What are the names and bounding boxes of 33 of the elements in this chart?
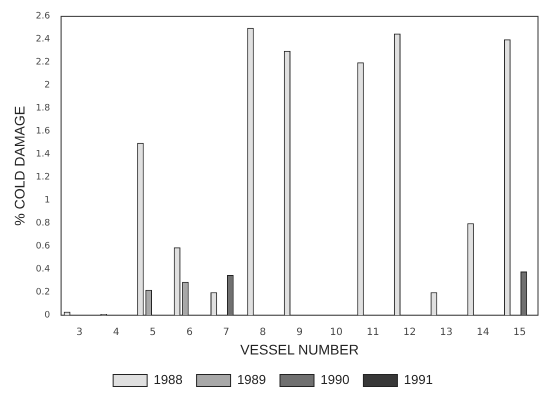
legend-label: 1989 xyxy=(237,372,266,388)
legend-label: 1990 xyxy=(320,372,350,388)
x-tick-label: 7 xyxy=(223,326,230,338)
y-axis-title: % COLD DAMAGE xyxy=(11,106,28,226)
x-tick-label: 8 xyxy=(260,326,266,338)
y-tick-label: 1.6 xyxy=(36,126,50,137)
legend-label: 1991 xyxy=(404,372,433,388)
x-tick-label: 9 xyxy=(296,326,303,338)
y-tick-label: 1.8 xyxy=(36,104,50,114)
y-tick-label: 0 xyxy=(44,310,50,321)
y-tick-label: 2 xyxy=(44,80,50,91)
x-tick-label: 12 xyxy=(403,326,416,338)
x-tick-label: 11 xyxy=(366,326,380,338)
x-tick-label: 6 xyxy=(186,326,193,338)
y-tick-label: 1 xyxy=(44,196,50,206)
y-tick-label: 2.4 xyxy=(36,34,50,45)
y-tick-label: 0.4 xyxy=(36,264,50,275)
x-tick-label: 14 xyxy=(476,326,490,338)
y-tick-label: 0.8 xyxy=(36,218,50,229)
x-tick-label: 3 xyxy=(76,326,83,338)
x-tick-label: 15 xyxy=(513,326,526,338)
y-tick-label: 1.4 xyxy=(36,150,50,160)
x-tick-label: 4 xyxy=(112,326,120,338)
y-tick-label: 1.2 xyxy=(36,172,50,183)
y-tick-label: 0.2 xyxy=(36,288,50,298)
x-axis-title: VESSEL NUMBER xyxy=(240,341,359,358)
y-tick-label: 0.6 xyxy=(36,242,50,252)
legend-label: 1988 xyxy=(154,372,183,388)
x-tick-label: 10 xyxy=(330,326,343,338)
y-tick-label: 2.2 xyxy=(36,58,50,68)
y-tick-label: 2.6 xyxy=(36,12,50,22)
x-tick-label: 13 xyxy=(440,326,453,338)
x-tick-label: 5 xyxy=(150,326,156,338)
